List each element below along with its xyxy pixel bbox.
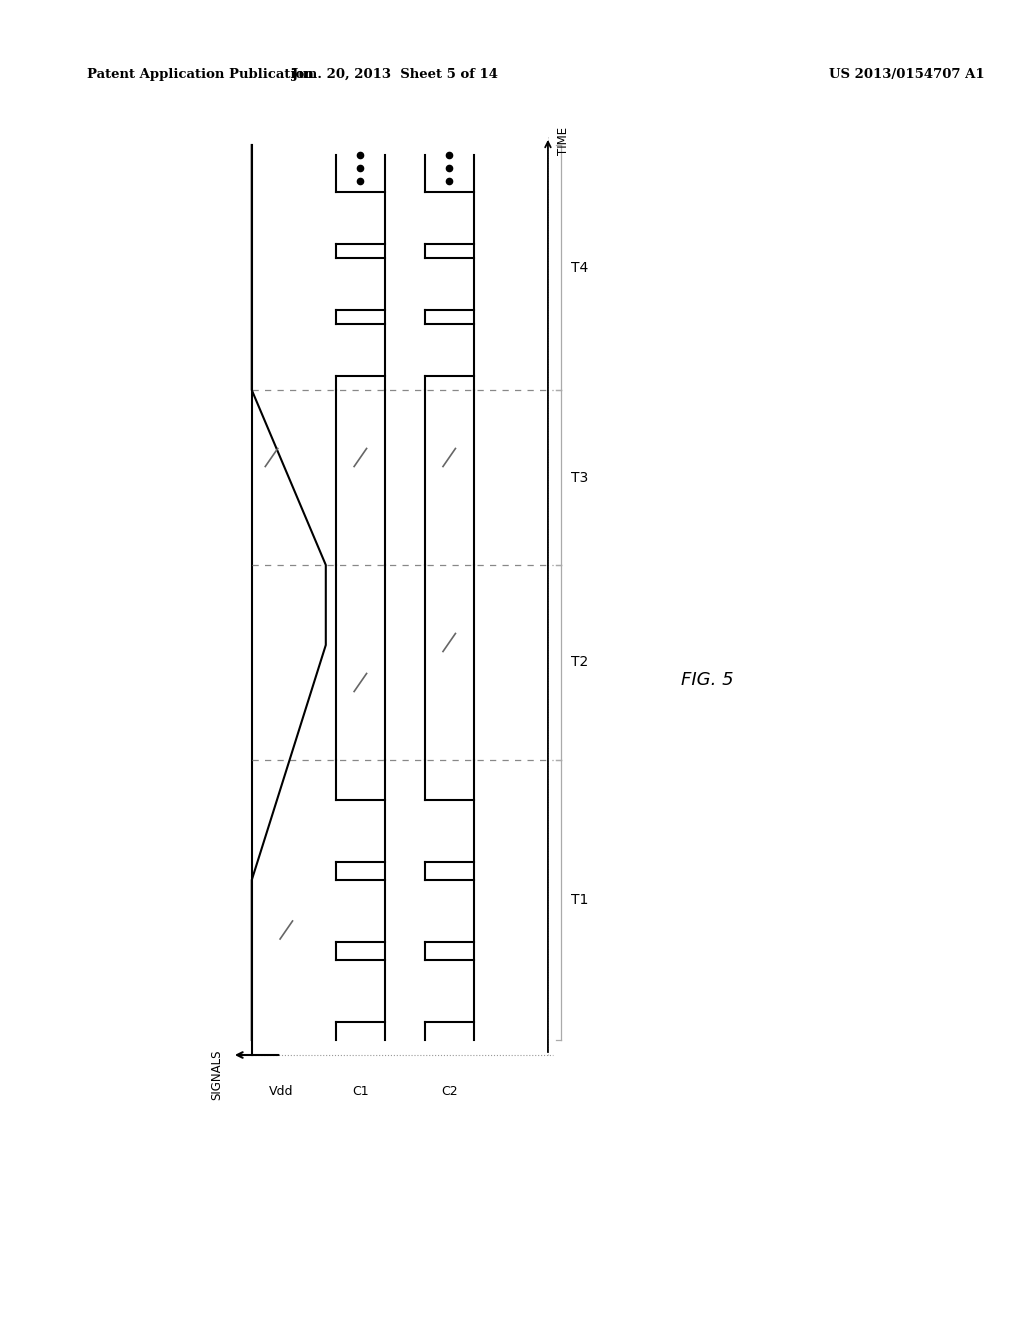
Text: FIG. 5: FIG. 5 [681,671,734,689]
Text: T2: T2 [570,656,588,669]
Text: Jun. 20, 2013  Sheet 5 of 14: Jun. 20, 2013 Sheet 5 of 14 [292,69,498,81]
Text: T1: T1 [570,894,588,907]
Text: Patent Application Publication: Patent Application Publication [87,69,313,81]
Text: C1: C1 [352,1085,369,1098]
Text: SIGNALS: SIGNALS [211,1049,223,1101]
Text: US 2013/0154707 A1: US 2013/0154707 A1 [829,69,985,81]
Text: TIME: TIME [557,127,569,154]
Text: T4: T4 [570,260,588,275]
Text: Vdd: Vdd [269,1085,294,1098]
Text: T3: T3 [570,470,588,484]
Text: C2: C2 [441,1085,458,1098]
